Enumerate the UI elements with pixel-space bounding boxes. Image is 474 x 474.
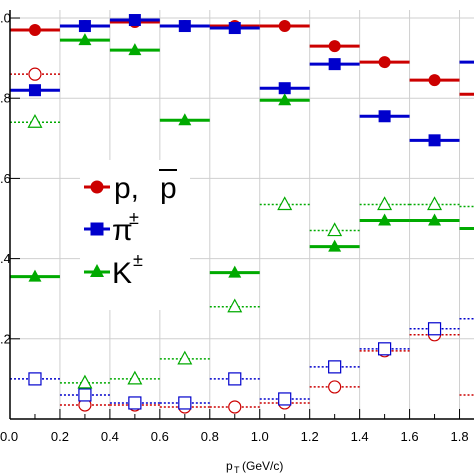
x-tick-label: 0.4 <box>101 429 119 444</box>
legend-label-pion: π <box>112 214 133 247</box>
data-point <box>328 239 342 252</box>
data-point <box>77 374 93 389</box>
data-point <box>128 43 142 56</box>
data-point <box>378 213 392 226</box>
data-point <box>177 350 193 365</box>
data-point <box>28 269 42 282</box>
data-point <box>227 298 243 313</box>
legend-entry-kaon: K ± <box>84 250 143 290</box>
data-point <box>228 400 242 414</box>
data-point <box>28 24 41 37</box>
data-point <box>428 213 442 226</box>
legend-label-antiproton: p <box>160 172 177 205</box>
legend-sup-kaon: ± <box>133 250 143 270</box>
axes: 0.0 0.2 0.4 0.6 0.8 1.0 1.2 1.4 1.6 1.8 .0 .8 .6 .4 .2 <box>0 10 474 444</box>
x-axis-title-unit: (GeV/c) <box>242 459 283 473</box>
data-point <box>228 22 241 35</box>
data-point <box>277 196 293 211</box>
data-point <box>128 396 142 410</box>
data-point <box>427 196 443 211</box>
data-point <box>428 74 441 87</box>
x-tick-label: 1.8 <box>450 429 468 444</box>
data-point <box>377 196 393 211</box>
legend: p, p π ± K ± <box>80 160 190 310</box>
x-tick-label: 0.6 <box>151 429 169 444</box>
y-tick-label: .4 <box>0 251 11 266</box>
data-point <box>228 372 242 386</box>
data-point <box>327 222 343 237</box>
data-point <box>278 82 291 95</box>
y-tick-label: .8 <box>0 91 11 106</box>
data-point <box>178 396 192 410</box>
data-point <box>128 14 141 27</box>
x-tick-label: 1.0 <box>251 429 269 444</box>
x-axis-title-p: p <box>226 459 233 473</box>
y-tick-label: .6 <box>0 171 11 186</box>
data-point <box>278 93 292 106</box>
data-point <box>378 56 391 69</box>
data-point <box>378 342 392 356</box>
x-axis-title: p T (GeV/c) <box>226 459 283 474</box>
data-point <box>278 20 291 33</box>
series-square-filled <box>10 14 474 147</box>
data-point <box>178 113 192 126</box>
x-tick-label: 0.8 <box>201 429 219 444</box>
x-tick-label: 1.4 <box>351 429 369 444</box>
data-point <box>28 84 41 97</box>
plot-background <box>10 10 474 419</box>
data-point <box>427 322 442 336</box>
data-point <box>328 40 341 53</box>
legend-sup-pion: ± <box>129 208 139 228</box>
data-point <box>278 392 292 406</box>
data-point <box>328 360 342 374</box>
legend-label-kaon: K <box>112 257 132 290</box>
data-point <box>328 380 342 394</box>
data-point <box>28 372 42 386</box>
legend-marker-pion <box>90 222 104 236</box>
data-point <box>78 20 91 33</box>
data-point <box>428 134 441 147</box>
data-point <box>228 265 242 278</box>
y-tick-label: .2 <box>0 331 11 346</box>
data-point <box>127 370 143 385</box>
series-triangle-open <box>10 114 474 389</box>
data-point <box>27 114 43 128</box>
legend-entry-proton: p, p <box>84 169 177 205</box>
data-point <box>178 20 191 33</box>
x-tick-label: 1.6 <box>401 429 419 444</box>
grid <box>9 10 474 419</box>
series-layer <box>10 14 474 414</box>
x-tick-label: 0.0 <box>0 429 18 444</box>
data-point <box>28 67 42 81</box>
y-tick-label: .0 <box>0 11 11 26</box>
x-tick-label: 0.2 <box>51 429 69 444</box>
x-axis-title-sub: T <box>234 465 240 474</box>
legend-label-proton: p, <box>114 172 139 205</box>
legend-marker-proton <box>90 180 104 194</box>
data-point <box>78 388 92 402</box>
legend-marker-kaon <box>90 264 104 277</box>
x-tick-label: 1.2 <box>301 429 319 444</box>
data-point <box>378 110 391 123</box>
data-point <box>78 33 92 46</box>
series-triangle-filled <box>10 33 474 282</box>
series-square-open <box>10 318 474 410</box>
data-point <box>328 58 341 71</box>
legend-entry-pion: π ± <box>84 208 139 247</box>
